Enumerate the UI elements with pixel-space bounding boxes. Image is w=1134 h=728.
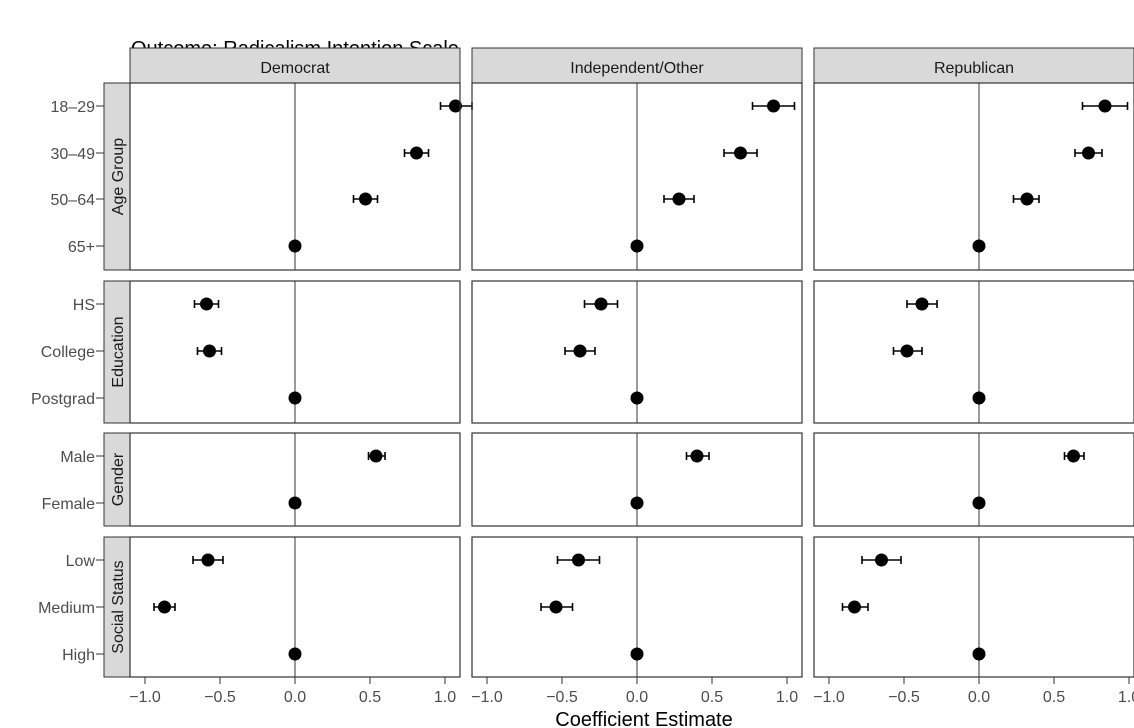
estimate-point-democrat-low [201,553,215,567]
estimate-point-independent-other-female [630,496,644,510]
estimate-point-independent-other-postgrad [630,391,644,405]
panel-border [129,82,461,271]
estimate-point-democrat-postgrad [288,391,302,405]
y-tick-label-65: 65+ [68,239,95,256]
estimate-point-independent-other-65 [630,239,644,253]
row-strip-label-education: Education [110,316,127,387]
y-tick-label-high: High [62,647,95,664]
estimate-point-democrat-50-64 [359,192,372,206]
estimate-point-independent-other-college [573,344,587,358]
estimate-point-democrat-male [369,449,383,463]
row-strip-label-age-group: Age Group [110,138,127,215]
estimate-point-independent-other-low [572,553,585,567]
panel-border [471,280,803,424]
facet-strip-label-democrat: Democrat [260,60,330,77]
facet-strip-label-independent-other: Independent/Other [570,60,704,77]
facet-strip-label-republican: Republican [934,60,1014,77]
panel-border [813,280,1134,424]
y-tick-label-low: Low [66,553,96,570]
estimate-point-democrat-hs [200,297,213,311]
y-tick-label-18-29: 18–29 [51,99,96,116]
x-tick-label: −1.0 [129,689,161,706]
row-strip-label-gender: Gender [110,452,127,506]
estimate-point-democrat-65 [288,239,302,253]
x-axis-title: Coefficient Estimate [555,709,733,728]
estimate-point-republican-postgrad [972,391,986,405]
x-tick-label: 0.0 [968,689,990,706]
x-tick-label: 1.0 [434,689,456,706]
estimate-point-republican-low [875,553,888,567]
estimate-point-democrat-female [288,496,302,510]
estimate-point-independent-other-male [690,449,704,463]
panel-border [471,432,803,527]
estimate-point-democrat-college [203,344,216,358]
x-tick-label: 0.5 [701,689,723,706]
facet-grid: Democrat Independent/Other Republican Age G… [31,47,1134,706]
x-tick-label: 0.5 [1043,689,1065,706]
y-tick-label-female: Female [42,496,95,513]
y-tick-label-50-64: 50–64 [51,192,96,209]
estimate-point-republican-hs [915,297,929,311]
x-tick-label: −1.0 [813,689,845,706]
x-tick-label: −0.5 [888,689,920,706]
estimate-point-republican-female [972,496,986,510]
estimate-point-republican-18-29 [1098,99,1112,113]
row-strip-age-group [103,82,131,271]
estimate-point-republican-college [900,344,914,358]
panel-border [129,432,461,527]
estimate-point-independent-other-30-49 [734,146,747,160]
panel-border [471,82,803,271]
x-tick-label: 0.0 [626,689,648,706]
estimate-point-democrat-30-49 [410,146,423,160]
estimate-point-independent-other-50-64 [672,192,686,206]
row-strip-label-social-status: Social Status [110,560,127,653]
y-tick-label-college: College [41,344,95,361]
panel-border [813,536,1134,678]
y-tick-label-hs: HS [73,297,95,314]
estimate-point-independent-other-18-29 [767,99,780,113]
panel-border [813,82,1134,271]
estimate-point-republican-medium [848,600,861,614]
estimate-point-republican-male [1067,449,1080,463]
panel-border [813,432,1134,527]
x-tick-label: 0.0 [284,689,306,706]
estimate-point-republican-65 [972,239,986,253]
x-tick-label: −0.5 [546,689,578,706]
estimate-point-democrat-high [288,647,302,661]
panel-border [129,280,461,424]
estimate-point-democrat-18-29 [449,99,462,113]
estimate-point-independent-other-medium [549,600,563,614]
x-tick-label: 0.5 [359,689,381,706]
estimate-point-independent-other-hs [594,297,608,311]
x-tick-label: −0.5 [204,689,236,706]
x-tick-label: 1.0 [1118,689,1134,706]
x-tick-label: 1.0 [776,689,798,706]
x-tick-label: −1.0 [471,689,503,706]
row-strip-education [103,280,131,424]
estimate-point-republican-50-64 [1020,192,1034,206]
y-tick-label-male: Male [60,449,95,466]
estimate-point-republican-30-49 [1082,146,1095,160]
y-tick-label-30-49: 30–49 [51,146,96,163]
facet-strip-democrat [129,47,461,84]
estimate-point-independent-other-high [630,647,644,661]
facet-strip-republican [813,47,1134,84]
y-tick-label-postgrad: Postgrad [31,391,95,408]
estimate-point-republican-high [972,647,986,661]
estimate-point-democrat-medium [158,600,171,614]
row-strip-social-status [103,536,131,678]
y-tick-label-medium: Medium [38,600,95,617]
